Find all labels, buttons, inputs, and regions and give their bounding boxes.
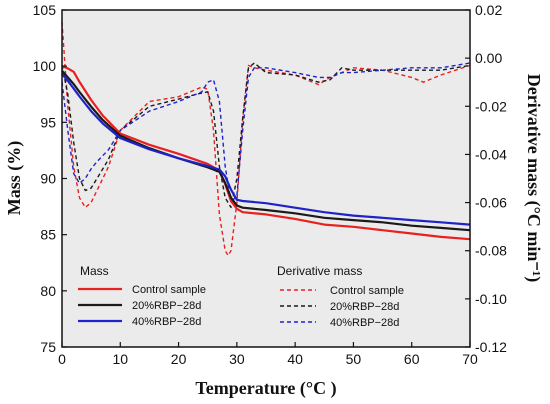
y-left-axis-ticks: 75 80 85 90 95 100 105 [33,2,67,355]
y-right-tick-label: -0.02 [475,98,507,114]
y-left-tick-label: 90 [40,171,56,187]
x-tick-label: 20 [171,351,187,367]
x-tick-label: 70 [462,351,478,367]
legend-mass: Mass Control sample 20%RBP−28d 40%RBP−28d [78,264,206,328]
x-axis-ticks: 0 10 20 30 40 50 60 70 [58,342,478,367]
plot-background [62,10,470,347]
y-right-tick-label: -0.12 [475,339,507,355]
x-tick-label: 30 [229,351,245,367]
y-left-tick-label: 75 [40,339,56,355]
y-left-tick-label: 105 [33,2,57,18]
legend-mass-label: 20%RBP−28d [132,300,201,312]
y-left-tick-label: 95 [40,114,56,130]
y-left-axis-title: Mass (%) [4,141,25,216]
legend-mass-label: 40%RBP−28d [132,316,201,328]
y-right-tick-label: 0.00 [475,50,502,66]
y-left-tick-label: 80 [40,283,56,299]
y-right-axis-title: Derivative mass (°C min⁻¹) [523,74,544,283]
y-right-tick-label: -0.04 [475,146,507,162]
series-line-derivative-rbp20 [61,62,471,209]
x-tick-label: 10 [112,351,128,367]
series-line-mass-rbp40 [61,73,471,226]
series-line-derivative-control [61,21,471,257]
legend-derivative-label: 20%RBP−28d [330,301,399,313]
legend-mass-title: Mass [80,264,109,278]
y-right-tick-label: -0.10 [475,291,507,307]
x-tick-label: 50 [346,351,362,367]
y-right-tick-label: -0.08 [475,243,507,259]
series-lines [61,21,471,257]
legend-derivative-title: Derivative mass [277,264,362,278]
y-right-axis-ticks: -0.12 -0.10 -0.08 -0.06 -0.04 -0.02 0.00 0.02 [465,2,507,355]
legend-mass-label: Control sample [132,284,206,296]
series-line-derivative-rbp40 [61,62,471,204]
x-tick-label: 40 [287,351,303,367]
x-tick-label: 60 [404,351,420,367]
x-tick-label: 0 [58,351,66,367]
legend-derivative: Derivative mass Control sample 20%RBP−28d… [277,264,404,329]
x-axis-title: Temperature (°C ) [195,378,336,399]
legend-derivative-label: 40%RBP−28d [330,317,399,329]
legend-derivative-label: Control sample [330,285,404,297]
y-right-tick-label: 0.02 [475,2,502,18]
y-right-tick-label: -0.06 [475,195,507,211]
series-line-mass-rbp20 [61,69,471,232]
y-left-tick-label: 85 [40,227,56,243]
y-left-tick-label: 100 [33,58,57,74]
